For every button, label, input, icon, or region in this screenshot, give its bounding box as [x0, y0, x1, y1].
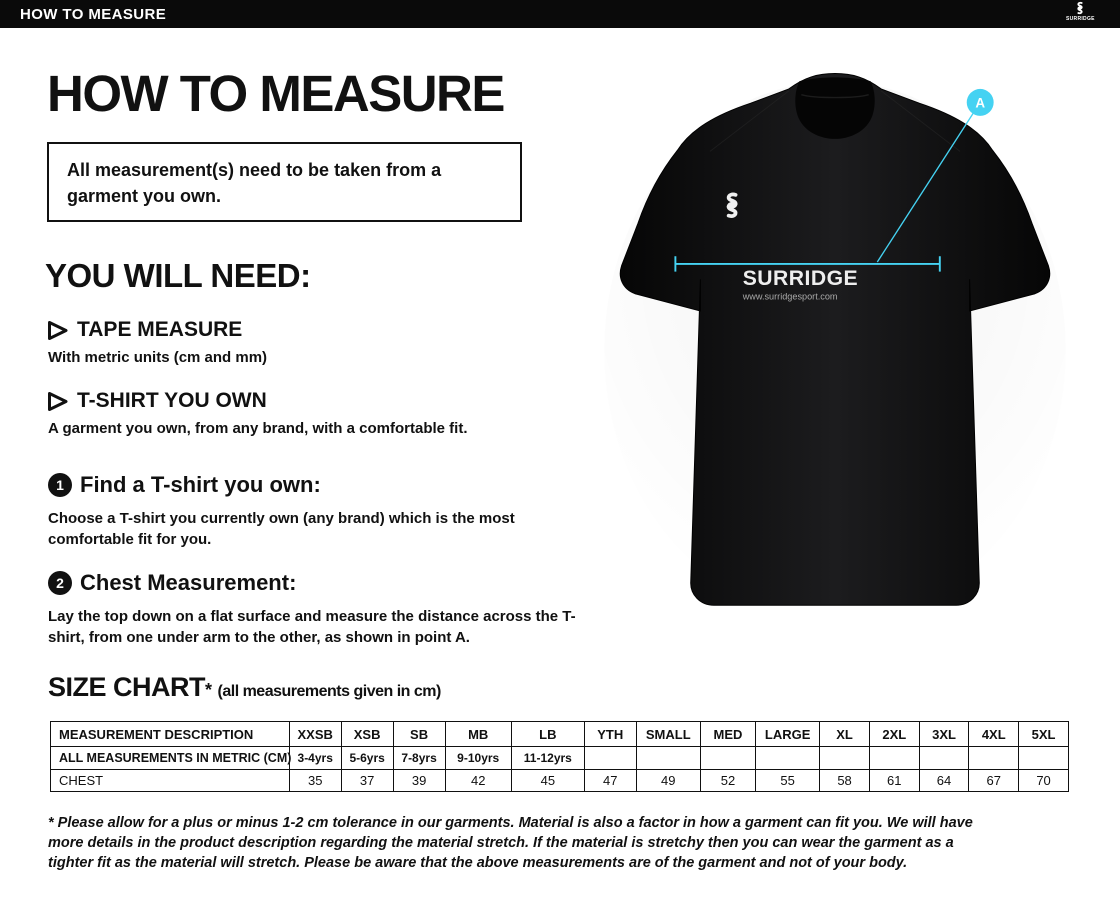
svg-text:www.surridgesport.com: www.surridgesport.com: [742, 292, 838, 302]
svg-text:SURRIDGE: SURRIDGE: [743, 267, 858, 290]
svg-text:A: A: [975, 96, 985, 111]
